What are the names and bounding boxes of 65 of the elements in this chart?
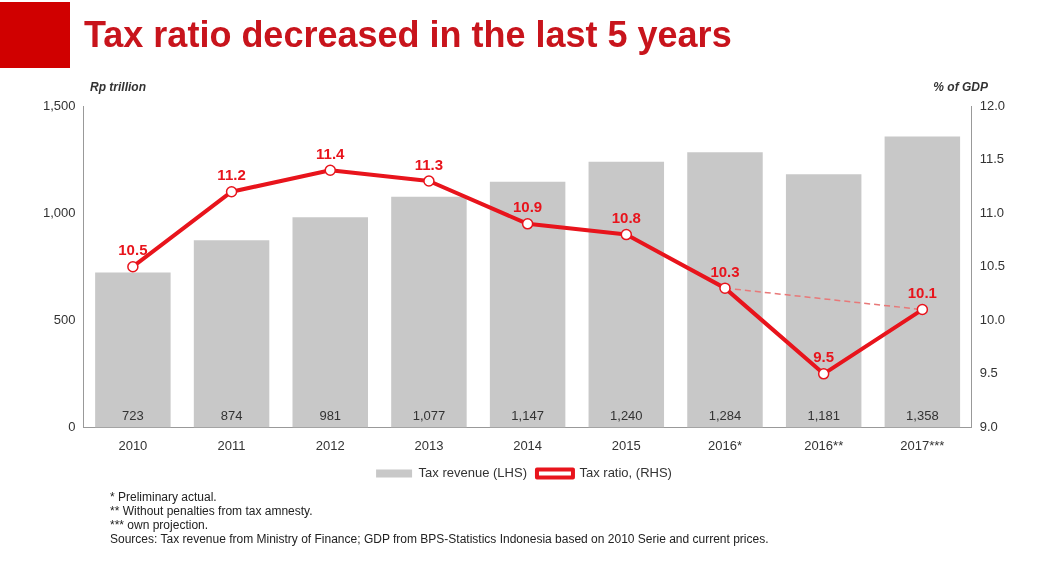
x-tick-label: 2010 <box>118 437 148 453</box>
data-label: 1,147 <box>511 408 544 424</box>
y-tick-label: 1,000 <box>42 204 76 220</box>
point <box>324 164 336 177</box>
data-label: 1,284 <box>708 408 742 424</box>
bar <box>391 196 467 428</box>
data-label: 981 <box>319 408 342 424</box>
legend-label: Tax ratio, (RHS) <box>579 465 672 481</box>
x-tick-label: 2012 <box>315 437 345 453</box>
bar <box>884 136 961 428</box>
bar <box>95 272 171 428</box>
data-label: 723 <box>122 408 144 424</box>
y2-tick-label: 11.0 <box>979 204 1005 220</box>
data-label: 10.1 <box>907 284 937 302</box>
x-tick-label: 2017*** <box>900 437 945 453</box>
bar <box>489 181 566 428</box>
bar <box>687 152 763 428</box>
x-tick-label: 2015 <box>611 437 641 453</box>
y2-tick-label: 9.5 <box>979 365 998 381</box>
y-tick-label: 500 <box>53 311 76 327</box>
point <box>127 260 139 273</box>
x-tick-label: 2014 <box>513 437 543 453</box>
point <box>521 218 534 230</box>
data-label: 10.8 <box>611 209 641 227</box>
data-label: 9.5 <box>813 348 835 366</box>
source-note: Sources: Tax revenue from Ministry of Finance; GDP from BPS-Statistics Indonesia based on 2010 Serie and current prices. <box>110 532 770 546</box>
x-tick-label: 2016* <box>707 437 742 453</box>
y2-tick-label: 11.5 <box>979 151 1005 167</box>
data-label: 1,077 <box>412 408 446 424</box>
bar <box>292 217 368 428</box>
y-tick-label: 0 <box>68 418 76 434</box>
data-label: 10.3 <box>710 262 740 280</box>
data-label: 1,240 <box>610 408 643 424</box>
text: * Preliminary actual. <box>110 490 218 504</box>
point <box>817 368 830 380</box>
point <box>916 303 929 316</box>
text: ** Without penalties from tax amnesty. <box>110 504 314 518</box>
y2-tick-label: 10.0 <box>979 311 1006 327</box>
point <box>423 175 435 187</box>
chart-title: Tax ratio decreased in the last 5 years <box>84 14 732 56</box>
y-axis-title: Rp trillion <box>90 80 146 95</box>
bar <box>588 161 665 428</box>
legend-label: Tax revenue (LHS) <box>418 465 527 481</box>
data-label: 11.3 <box>414 155 444 173</box>
bar <box>193 240 270 428</box>
data-label: 11.2 <box>217 166 246 184</box>
data-label: 10.9 <box>513 198 543 216</box>
point <box>719 282 731 294</box>
y2-tick-label: 12.0 <box>979 97 1006 113</box>
data-label: 10.5 <box>118 241 148 259</box>
y2-tick-label: 9.0 <box>979 418 998 434</box>
y-tick-label: 1,500 <box>42 97 76 113</box>
data-label: 11.4 <box>316 144 346 162</box>
x-tick-label: 2011 <box>217 437 246 453</box>
bar <box>785 174 862 428</box>
text: *** own projection. <box>110 518 210 532</box>
data-label: 874 <box>220 408 243 424</box>
x-tick-label: 2013 <box>414 437 444 453</box>
x-tick-label: 2016** <box>804 437 844 453</box>
y2-tick-label: 10.5 <box>979 258 1006 274</box>
data-label: 1,181 <box>807 408 840 424</box>
point <box>225 185 238 198</box>
data-label: 1,358 <box>906 408 939 424</box>
point <box>620 228 633 241</box>
y2-axis-title: % of GDP <box>933 80 989 95</box>
